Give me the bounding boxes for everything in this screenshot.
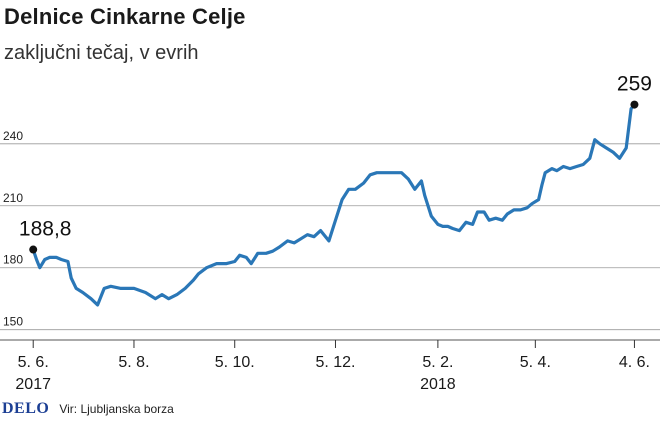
x-tick-label: 5. 8. — [118, 354, 149, 371]
y-tick-label: 180 — [3, 253, 23, 267]
x-year-label: 2017 — [15, 376, 51, 393]
footer: DELO Vir: Ljubljanska borza — [0, 398, 174, 420]
y-tick-label: 150 — [3, 315, 23, 329]
x-tick-label: 4. 6. — [619, 354, 650, 371]
x-year-label: 2018 — [420, 376, 456, 393]
x-tick-label: 5. 4. — [520, 354, 551, 371]
source-note: Vir: Ljubljanska borza — [59, 402, 174, 416]
x-tick-label: 5. 2. — [422, 354, 453, 371]
x-tick-label: 5. 12. — [315, 354, 355, 371]
x-tick-label: 5. 10. — [215, 354, 255, 371]
annotation-label: 259 — [617, 73, 652, 96]
y-tick-label: 210 — [3, 191, 23, 205]
delo-logo: DELO — [2, 400, 50, 417]
y-tick-label: 240 — [3, 129, 23, 143]
annotation-dot — [29, 245, 38, 254]
chart-subtitle: zaključni tečaj, v evrih — [4, 42, 199, 64]
annotation-dot — [630, 100, 639, 109]
annotation-label: 188,8 — [19, 218, 72, 241]
x-tick-label: 5. 6. — [18, 354, 49, 371]
chart-title: Delnice Cinkarne Celje — [4, 4, 246, 29]
price-line — [31, 103, 636, 307]
